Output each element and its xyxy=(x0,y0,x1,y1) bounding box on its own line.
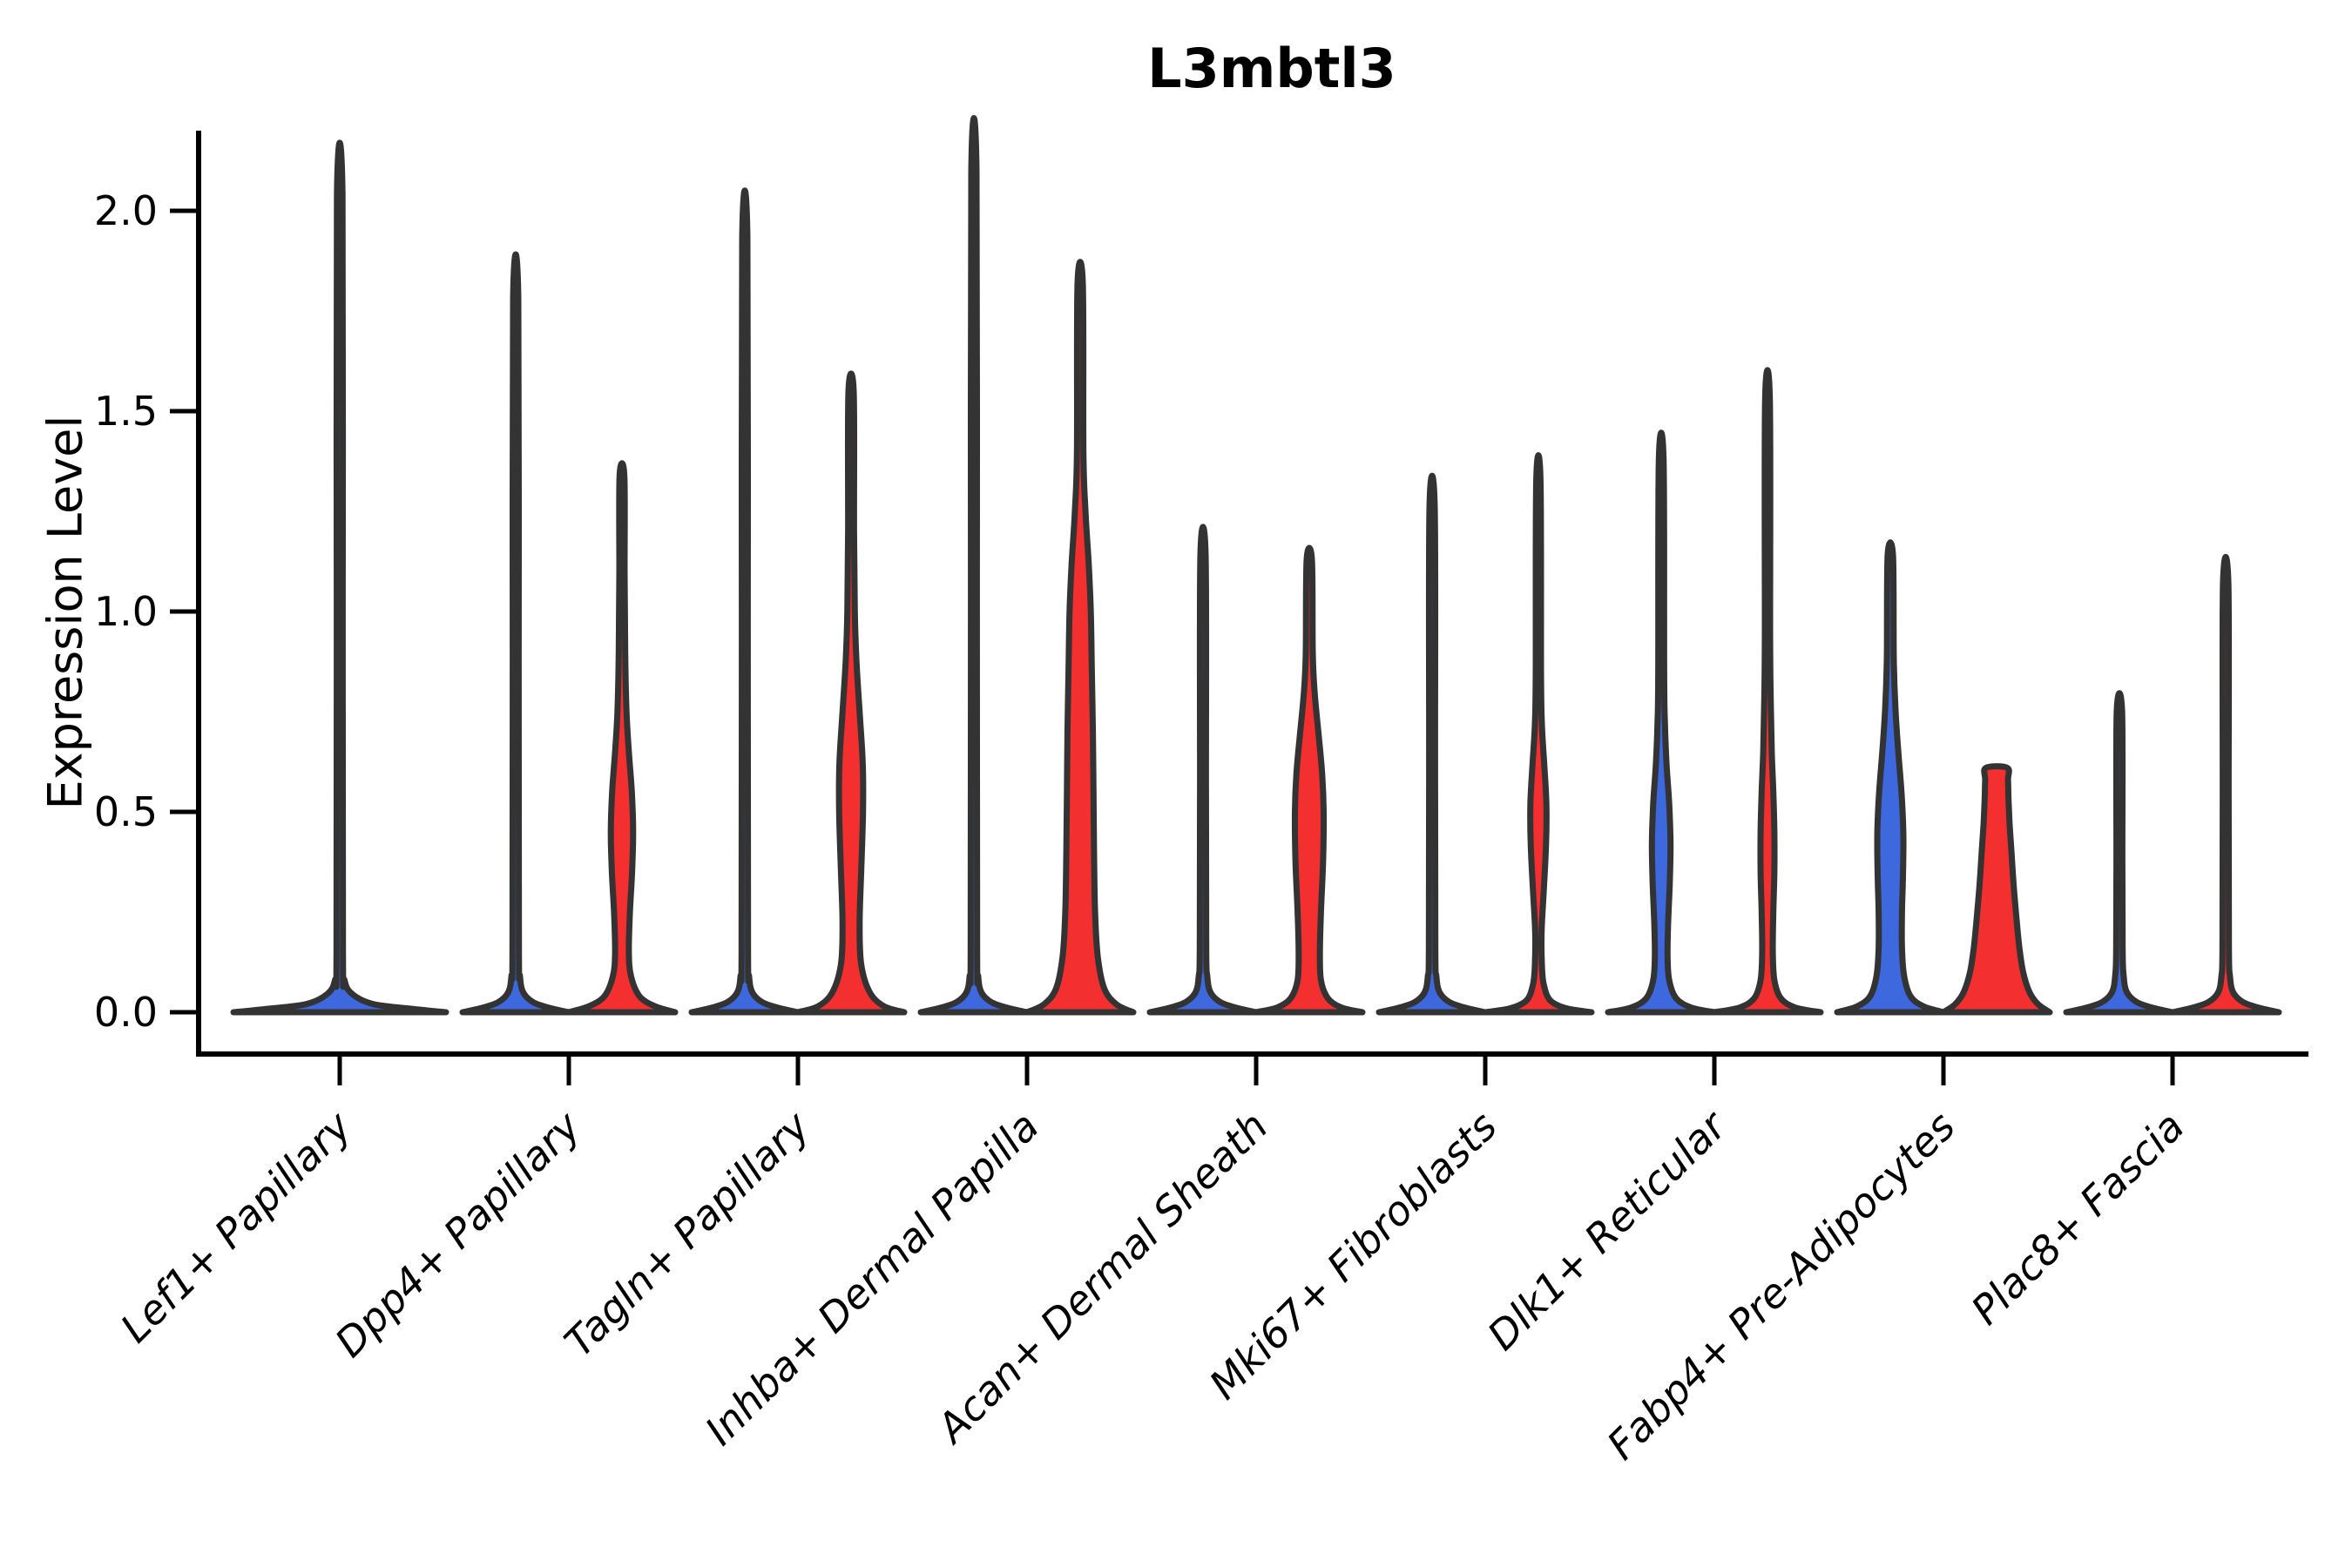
y-tick-label: 0.5 xyxy=(94,788,158,835)
violin-plac8-A xyxy=(2063,690,2176,1016)
violin-lef1-single xyxy=(230,139,449,1016)
violin-acan-A xyxy=(1146,524,1260,1016)
violin-dlk1-B xyxy=(1711,367,1824,1016)
y-tick-label: 1.5 xyxy=(94,388,158,435)
violin-fabp4-A xyxy=(1834,539,1947,1016)
x-tick-label: Lef1+ Papillary xyxy=(112,1102,361,1351)
violin-dpp4-A xyxy=(459,251,572,1016)
y-tick-label: 2.0 xyxy=(94,187,158,234)
violin-tagln-A xyxy=(688,187,801,1016)
violin-dlk1-A xyxy=(1605,429,1718,1016)
y-axis-label: Expression Level xyxy=(37,415,93,810)
x-tick-label: Plac8+ Fascia xyxy=(1962,1103,2193,1334)
y-tick-label: 0.0 xyxy=(94,989,158,1036)
page-title: L3mbtl3 xyxy=(1147,37,1396,100)
violin-plac8-B xyxy=(2169,553,2282,1016)
x-tick-label: Dpp4+ Papillary xyxy=(326,1102,590,1366)
violin-dpp4-B xyxy=(565,460,679,1016)
x-tick-label: Dlk1+ Reticular xyxy=(1478,1100,1737,1359)
violin-inhba-A xyxy=(917,115,1031,1016)
x-tick-label: Tagln+ Papillary xyxy=(555,1102,819,1366)
violin-tagln-B xyxy=(794,370,908,1016)
violin-fabp4-B xyxy=(1940,763,2053,1016)
violin-mki67-A xyxy=(1375,472,1489,1016)
violin-acan-B xyxy=(1253,544,1366,1016)
violin-inhba-B xyxy=(1024,259,1137,1016)
violin-mki67-B xyxy=(1482,452,1595,1016)
y-tick-label: 1.0 xyxy=(94,588,158,635)
